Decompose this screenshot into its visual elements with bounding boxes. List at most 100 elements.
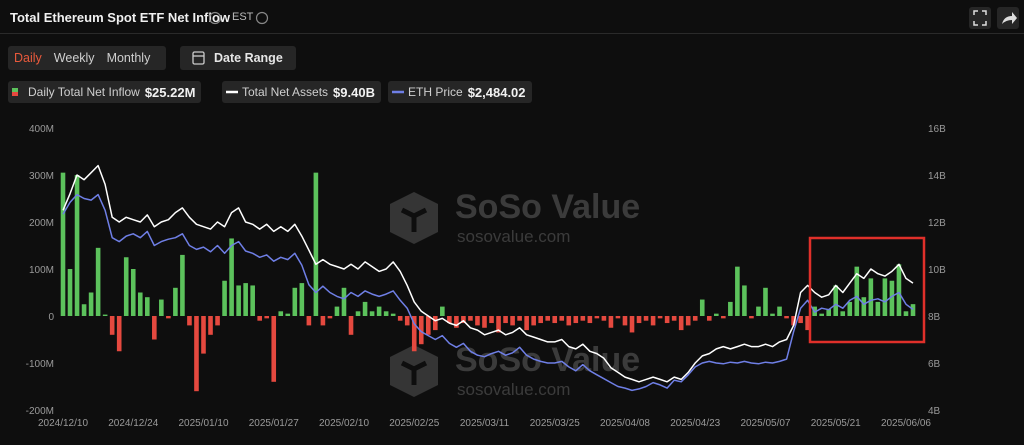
x-tick-label: 2025/02/10 [319, 418, 369, 429]
y-tick-label: -200M [26, 406, 54, 417]
bar [735, 266, 740, 316]
legend-marker [226, 90, 238, 94]
y-tick-label: 200M [29, 218, 54, 229]
y-tick-label: -100M [26, 359, 54, 370]
bar [721, 316, 726, 319]
bar [594, 316, 600, 319]
bar [173, 287, 178, 316]
legend-swatch [12, 88, 18, 92]
tab[interactable]: Weekly [53, 51, 95, 65]
legend-value: $25.22M [144, 84, 196, 100]
bar [208, 316, 213, 335]
bar [411, 316, 417, 352]
bar [306, 316, 312, 326]
legend-name: Daily Total Net Inflow [28, 85, 140, 99]
legend-value: $2,484.02 [467, 84, 526, 100]
x-tick-label: 2025/01/27 [249, 418, 299, 429]
bar [840, 311, 846, 316]
y-tick-label: 0 [48, 312, 54, 323]
bar [144, 297, 150, 316]
bar [538, 316, 543, 324]
bar [243, 283, 248, 316]
bar [699, 299, 705, 316]
bar [756, 306, 761, 316]
info-icon[interactable] [208, 11, 222, 25]
legend-swatch [12, 92, 18, 96]
legend-item[interactable]: ETH Price $2,484.02 [388, 81, 532, 103]
bar [257, 316, 262, 321]
bar [454, 316, 459, 328]
bar [102, 314, 108, 316]
bar [826, 308, 832, 316]
legend-name: ETH Price [408, 85, 463, 99]
bar [348, 316, 354, 335]
bar [685, 316, 691, 326]
watermark-name: SoSo Value [455, 188, 640, 226]
info-icon[interactable] [255, 11, 269, 25]
bar [678, 316, 684, 331]
bar [313, 172, 319, 316]
tab[interactable]: Daily [14, 51, 42, 65]
y2-tick-label: 14B [928, 171, 946, 182]
bar [194, 316, 199, 392]
bar [615, 316, 621, 319]
bar [742, 285, 747, 316]
y2-tick-label: 8B [928, 312, 941, 323]
timezone[interactable]: EST [232, 11, 254, 23]
date-range-button[interactable]: Date Range [180, 46, 296, 70]
bar [81, 304, 87, 316]
bar [250, 285, 255, 316]
bar [376, 306, 382, 316]
bar [137, 292, 143, 316]
bar [397, 316, 403, 321]
bar [440, 306, 445, 316]
bar [692, 316, 698, 321]
bar [271, 316, 277, 382]
bar [798, 316, 803, 324]
bar [847, 301, 853, 316]
bar [580, 316, 586, 321]
bar [67, 269, 73, 316]
bar [510, 316, 515, 326]
bar [657, 316, 663, 319]
bar [517, 316, 522, 321]
bar [791, 316, 796, 326]
chart-title: Total Ethereum Spot ETF Net Inflow [10, 10, 231, 25]
tab[interactable]: Monthly [106, 51, 151, 65]
bar [152, 316, 157, 340]
bar [882, 278, 888, 316]
bar [714, 313, 719, 316]
bar [706, 316, 712, 321]
bar [369, 311, 375, 316]
bar [299, 283, 305, 316]
y-tick-label: 300M [29, 171, 54, 182]
watermark-logo [390, 192, 438, 244]
y2-tick-label: 6B [928, 359, 941, 370]
x-tick-label: 2025/03/11 [460, 418, 510, 429]
legend-value: $9.40B [333, 84, 375, 100]
bar [341, 287, 347, 316]
bar [264, 316, 270, 319]
bar [320, 316, 326, 326]
bar [861, 297, 867, 316]
bar [74, 175, 80, 316]
bar [482, 316, 487, 328]
legend-item[interactable]: Total Net Assets $9.40B [222, 81, 381, 103]
y2-tick-label: 12B [928, 218, 946, 229]
bar [728, 301, 733, 316]
bar [636, 316, 642, 324]
bar [334, 306, 340, 316]
bar [608, 316, 614, 328]
bar [587, 316, 593, 324]
bar [201, 316, 206, 354]
x-tick-label: 2025/04/23 [670, 418, 720, 429]
watermark-logo [390, 345, 438, 397]
legend-item[interactable]: Daily Total Net Inflow $25.22M [8, 81, 202, 103]
bar [854, 266, 860, 316]
bar [777, 306, 782, 316]
y2-tick-label: 16B [928, 124, 946, 135]
bar [531, 316, 536, 326]
legend-name: Total Net Assets [242, 85, 329, 99]
bar [896, 264, 902, 316]
line [62, 193, 914, 392]
